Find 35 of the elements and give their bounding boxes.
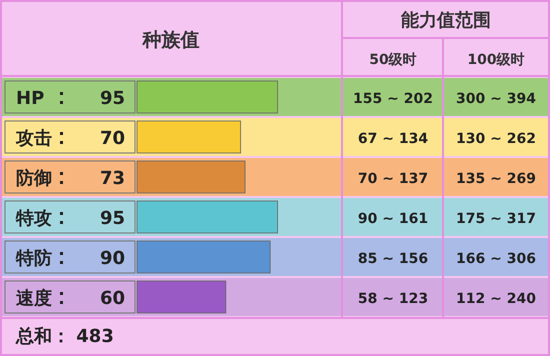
y-tick-label: 特防 xyxy=(15,248,52,269)
bar xyxy=(136,200,278,234)
text: 100级时 xyxy=(467,52,525,68)
text: 166 ~ 306 xyxy=(456,251,536,267)
data-label: 95 xyxy=(100,88,126,109)
chart-title: 种族值 xyxy=(142,29,200,51)
text: 50级时 xyxy=(369,52,417,68)
text: 58 ~ 123 xyxy=(358,291,428,307)
bar xyxy=(136,280,226,314)
text: 90 ~ 161 xyxy=(358,211,428,227)
text: 67 ~ 134 xyxy=(358,131,428,147)
text: 总和： 483 xyxy=(15,326,114,347)
data-label: 70 xyxy=(100,128,126,149)
data-label: 73 xyxy=(100,168,126,189)
y-tick-label: HP xyxy=(16,88,44,109)
data-label: 90 xyxy=(100,248,126,269)
data-label: 95 xyxy=(100,208,126,229)
y-tick-label: 速度 xyxy=(16,288,52,309)
data-label: 60 xyxy=(100,288,126,309)
text: 85 ~ 156 xyxy=(358,251,428,267)
y-tick-label: 特攻 xyxy=(15,208,52,229)
text: 130 ~ 262 xyxy=(456,131,536,147)
bar xyxy=(136,160,246,194)
bar xyxy=(136,80,278,114)
text: 135 ~ 269 xyxy=(456,171,536,187)
bar xyxy=(136,120,241,154)
text: 112 ~ 240 xyxy=(456,291,536,307)
text: 70 ~ 137 xyxy=(358,171,428,187)
text: 能力值范围 xyxy=(401,10,491,31)
y-tick-label: 攻击 xyxy=(15,128,52,149)
text: 300 ~ 394 xyxy=(456,91,536,107)
text: 155 ~ 202 xyxy=(353,91,433,107)
text: 175 ~ 317 xyxy=(456,211,536,227)
y-tick-label: 防御 xyxy=(16,168,52,189)
bar xyxy=(136,240,271,274)
